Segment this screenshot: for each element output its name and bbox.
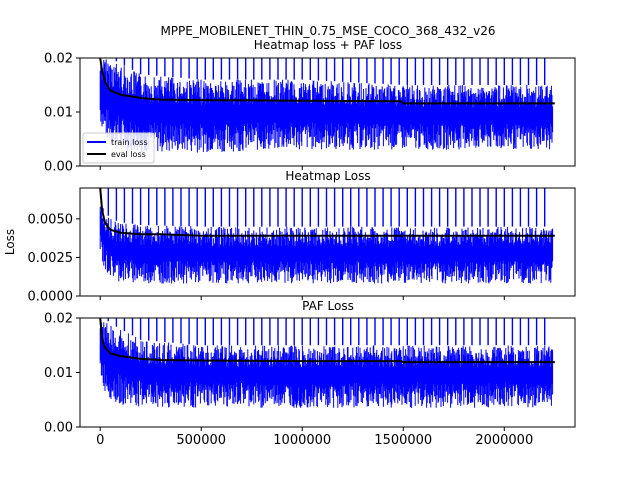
x-tick-label: 1500000 — [374, 433, 432, 448]
subplot-heatmap-loss: 0.0000 0.0025 0.0050 — [28, 187, 576, 305]
chart-title-total: Heatmap loss + PAF loss — [254, 38, 402, 52]
y-tick-label: 0.0050 — [28, 212, 74, 227]
eval-loss-line — [99, 58, 555, 105]
chart-title-heatmap: Heatmap Loss — [285, 169, 370, 183]
x-tick-label: 500000 — [176, 433, 226, 448]
subplot-total-loss: 0.00 0.01 0.02 — [44, 52, 576, 175]
train-loss-line — [99, 322, 554, 408]
x-tick-label: 1000000 — [273, 433, 331, 448]
train-loss-line — [99, 59, 554, 153]
y-tick-label: 0.0000 — [28, 290, 74, 305]
y-tick-label: 0.01 — [44, 366, 73, 381]
train-loss-spikes — [107, 188, 546, 227]
x-tick-label: 2000000 — [475, 433, 533, 448]
legend-frame — [82, 132, 155, 164]
eval-loss-line — [99, 318, 555, 364]
legend-label-train: train loss — [111, 138, 148, 147]
y-tick-label: 0.00 — [44, 421, 73, 436]
eval-loss-line — [99, 188, 555, 237]
subplot-paf-loss: 0.00 0.01 0.02 0 500000 1000000 1500000 2000000 — [44, 312, 576, 448]
axes-frame — [79, 187, 576, 297]
y-tick-label: 0.02 — [44, 52, 73, 67]
x-tick-label: 0 — [96, 433, 104, 448]
legend: train loss eval loss — [82, 132, 155, 164]
y-axis-label: Loss — [3, 229, 17, 255]
y-tick-label: 0.02 — [44, 312, 73, 327]
legend-label-eval: eval loss — [111, 150, 146, 159]
train-loss-spikes — [115, 58, 546, 85]
y-tick-label: 0.00 — [44, 160, 73, 175]
y-tick-label: 0.0025 — [28, 251, 74, 266]
train-loss-spikes — [107, 318, 546, 346]
train-loss-line — [99, 204, 554, 284]
chart-title-paf: PAF Loss — [302, 299, 354, 313]
y-tick-label: 0.01 — [44, 106, 73, 121]
figure-suptitle: MPPE_MOBILENET_THIN_0.75_MSE_COCO_368_43… — [160, 24, 495, 38]
